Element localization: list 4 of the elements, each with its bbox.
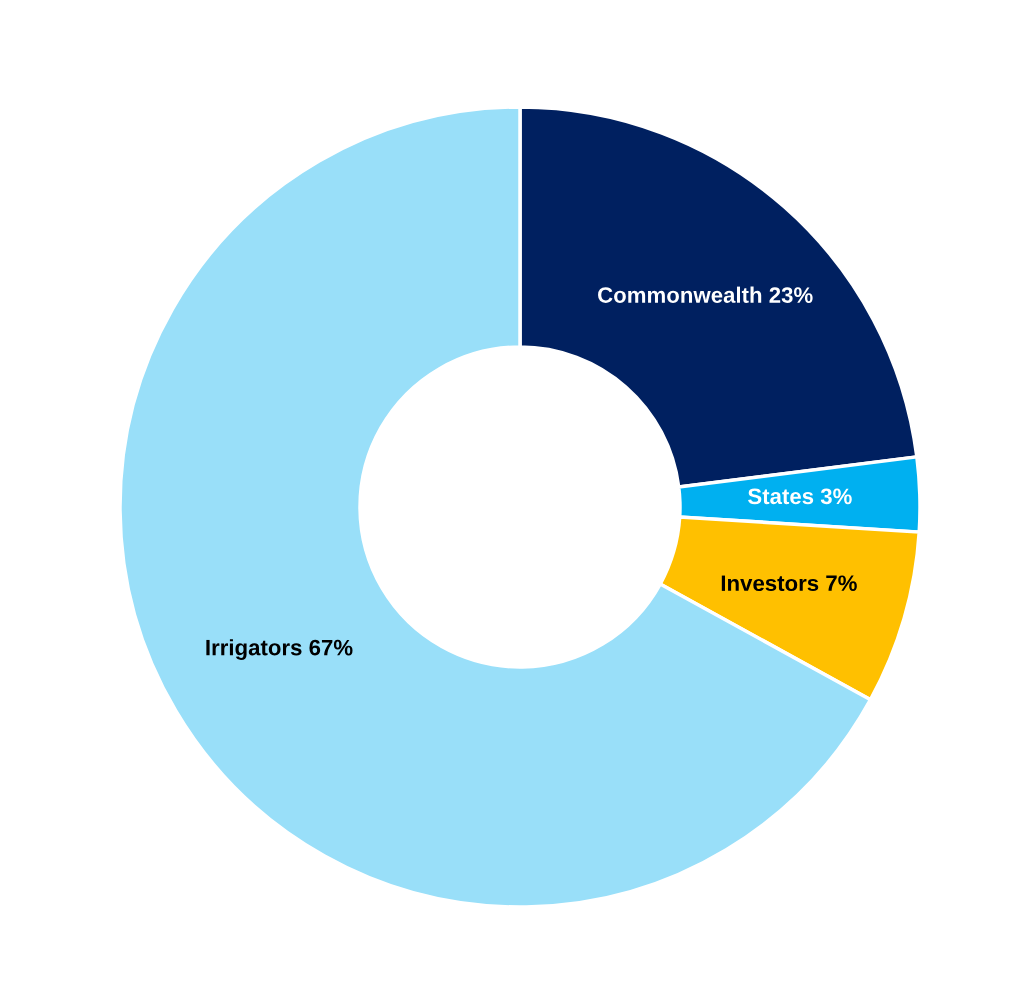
slice-label: Irrigators 67% [206, 639, 353, 660]
slice-label: Commonwealth 23% [598, 286, 813, 303]
slice-label: Investors 7% [721, 575, 857, 592]
slice-label: States 3% [748, 488, 852, 505]
